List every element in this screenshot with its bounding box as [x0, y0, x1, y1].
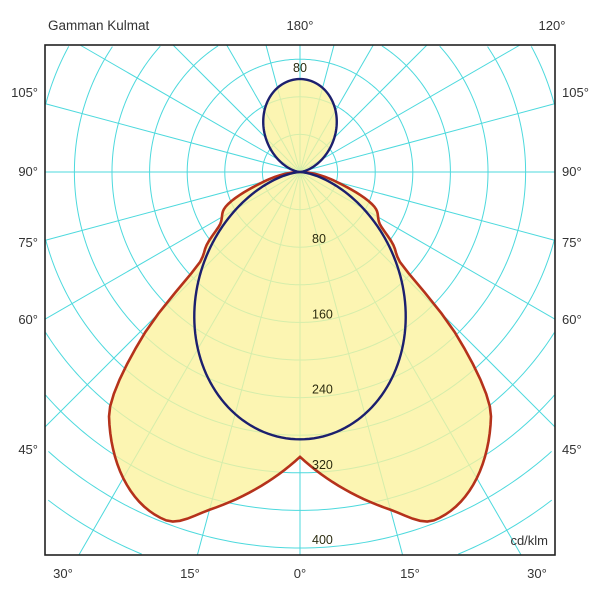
svg-text:105°: 105° — [11, 85, 38, 100]
svg-text:75°: 75° — [18, 235, 38, 250]
svg-text:160: 160 — [312, 307, 333, 321]
svg-text:60°: 60° — [18, 312, 38, 327]
svg-text:45°: 45° — [562, 442, 582, 457]
svg-text:30°: 30° — [527, 566, 547, 581]
svg-text:180°: 180° — [287, 18, 314, 33]
svg-text:60°: 60° — [562, 312, 582, 327]
svg-text:320: 320 — [312, 458, 333, 472]
svg-text:0°: 0° — [294, 566, 306, 581]
svg-text:45°: 45° — [18, 442, 38, 457]
svg-text:400: 400 — [312, 533, 333, 547]
svg-text:240: 240 — [312, 383, 333, 397]
svg-text:80: 80 — [312, 232, 326, 246]
svg-text:75°: 75° — [562, 235, 582, 250]
svg-text:90°: 90° — [562, 164, 582, 179]
svg-text:Gamman Kulmat: Gamman Kulmat — [48, 18, 150, 33]
svg-text:90°: 90° — [18, 164, 38, 179]
svg-text:30°: 30° — [53, 566, 73, 581]
svg-text:15°: 15° — [180, 566, 200, 581]
svg-text:15°: 15° — [400, 566, 420, 581]
svg-text:105°: 105° — [562, 85, 589, 100]
svg-text:cd/klm: cd/klm — [510, 533, 548, 548]
svg-text:80: 80 — [293, 61, 307, 75]
svg-text:120°: 120° — [539, 18, 566, 33]
